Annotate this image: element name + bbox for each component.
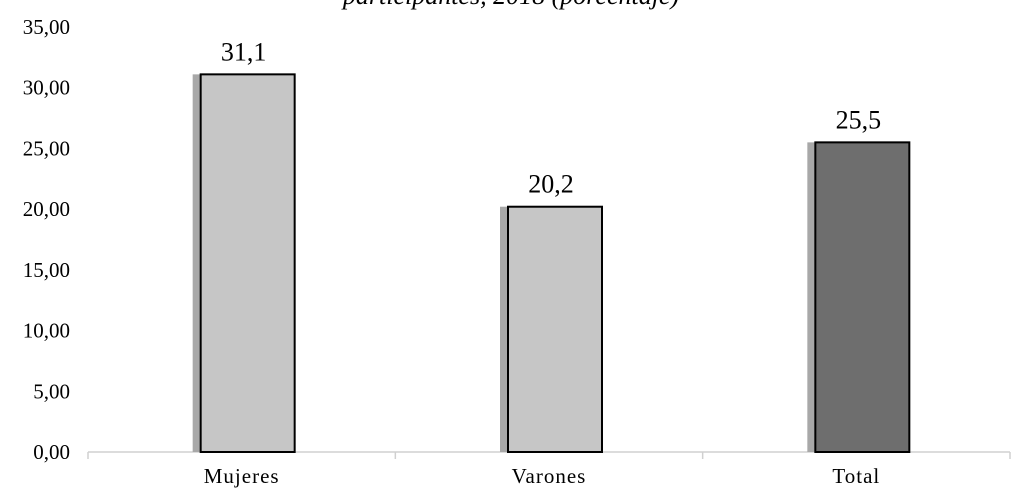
y-tick-label: 10,00 xyxy=(23,319,70,343)
y-tick-label: 5,00 xyxy=(33,379,70,403)
bar xyxy=(507,205,603,453)
x-tick-label: Varones xyxy=(512,464,587,488)
y-tick-label: 30,00 xyxy=(23,76,70,100)
x-axis: Mujeres Varones Total xyxy=(87,451,1011,488)
bar-value-label: 31,1 xyxy=(221,37,267,66)
y-tick-label: 25,00 xyxy=(23,136,70,160)
bar xyxy=(199,73,296,453)
x-tick-label: Total xyxy=(832,464,880,488)
bar-value-label: 25,5 xyxy=(836,105,882,134)
data-labels: 31,1 20,2 25,5 xyxy=(221,37,881,198)
y-tick-label: 20,00 xyxy=(23,197,70,221)
x-tick-label: Mujeres xyxy=(204,464,280,488)
y-tick-label: 0,00 xyxy=(33,440,70,464)
bar-value-label: 20,2 xyxy=(528,170,574,199)
y-tick-label: 35,00 xyxy=(23,15,70,39)
chart-title: participantes, 2018 (porcentaje) xyxy=(341,0,679,10)
y-tick-label: 15,00 xyxy=(23,258,70,282)
y-axis: 0,00 5,00 10,00 15,00 20,00 25,00 30,00 35,00 xyxy=(23,15,70,464)
bar xyxy=(814,141,911,453)
bars xyxy=(192,73,911,453)
